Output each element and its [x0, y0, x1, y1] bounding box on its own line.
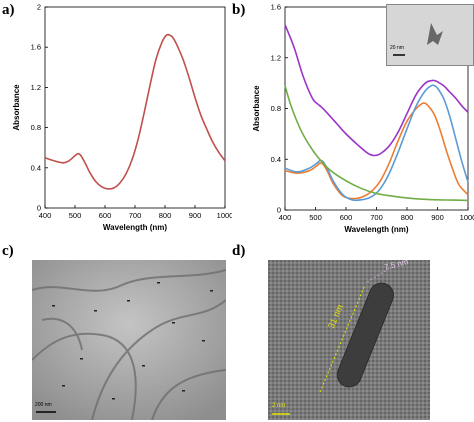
series-line-0 — [284, 24, 469, 157]
nanorod-dots — [52, 282, 213, 400]
series-line-1 — [284, 102, 469, 200]
x-tick-label: 1000 — [217, 211, 232, 220]
chart-b: 400 500 600 700 800 900 1000 0 0.4 0.8 1.2 1.6 Wavel… — [252, 3, 474, 235]
tem-image-c — [32, 260, 226, 420]
nanorod — [336, 282, 395, 388]
length-guide — [319, 284, 366, 393]
series-line-3 — [284, 85, 469, 202]
x-tick-label: 700 — [129, 211, 142, 220]
series-line-0 — [44, 33, 226, 190]
hrtem-micrograph-d: 7.5 nm 31 nm 2 nm — [268, 260, 430, 420]
panel-label-d: d) — [232, 243, 246, 259]
y-tick-label: 0.4 — [31, 163, 41, 172]
x-axis-label: Wavelength (nm) — [344, 225, 408, 234]
y-tick-label: 0 — [37, 204, 41, 213]
y-tick-label: 0.8 — [31, 123, 41, 132]
x-tick-label: 600 — [340, 213, 353, 222]
nanorod-cluster — [427, 23, 443, 45]
scale-label-d: 2 nm — [272, 403, 286, 409]
series-line-2 — [284, 84, 469, 202]
inset-micrograph: 20 nm — [386, 4, 474, 66]
x-tick-label: 600 — [99, 211, 112, 220]
y-tick-label: 2 — [37, 3, 41, 12]
hrtem-image-d — [268, 260, 430, 420]
inset-scale-label: 20 nm — [390, 45, 404, 51]
x-tick-label: 500 — [69, 211, 82, 220]
y-tick-label: 0 — [277, 206, 281, 215]
y-tick-label: 1.6 — [271, 3, 281, 12]
x-tick-label: 900 — [189, 211, 202, 220]
panel-label-a: a) — [2, 2, 15, 18]
x-tick-label: 700 — [370, 213, 383, 222]
scale-label-c: 200 nm — [35, 402, 52, 408]
x-tick-label: 400 — [39, 211, 52, 220]
y-tick-label: 0.8 — [271, 104, 281, 113]
y-axis-label: Absorbance — [12, 84, 21, 131]
panel-label-b: b) — [232, 2, 246, 18]
panel-label-c: c) — [2, 243, 14, 259]
y-tick-label: 1.2 — [31, 83, 41, 92]
y-tick-label: 1.2 — [271, 53, 281, 62]
y-axis-label: Absorbance — [252, 85, 261, 132]
x-tick-label: 800 — [401, 213, 414, 222]
chart-a: 400 500 600 700 800 900 1000 0 0.4 0.8 1.2 1.6 2 Wave… — [12, 3, 232, 233]
x-tick-label: 900 — [431, 213, 444, 222]
x-tick-label: 400 — [279, 213, 292, 222]
x-tick-label: 500 — [309, 213, 322, 222]
tem-micrograph-c: 200 nm — [32, 260, 226, 420]
x-axis-label: Wavelength (nm) — [103, 223, 167, 232]
y-tick-label: 0.4 — [271, 155, 281, 164]
x-tick-label: 800 — [159, 211, 172, 220]
y-tick-label: 1.6 — [31, 43, 41, 52]
inset-image — [387, 5, 473, 65]
x-tick-label: 1000 — [460, 213, 474, 222]
